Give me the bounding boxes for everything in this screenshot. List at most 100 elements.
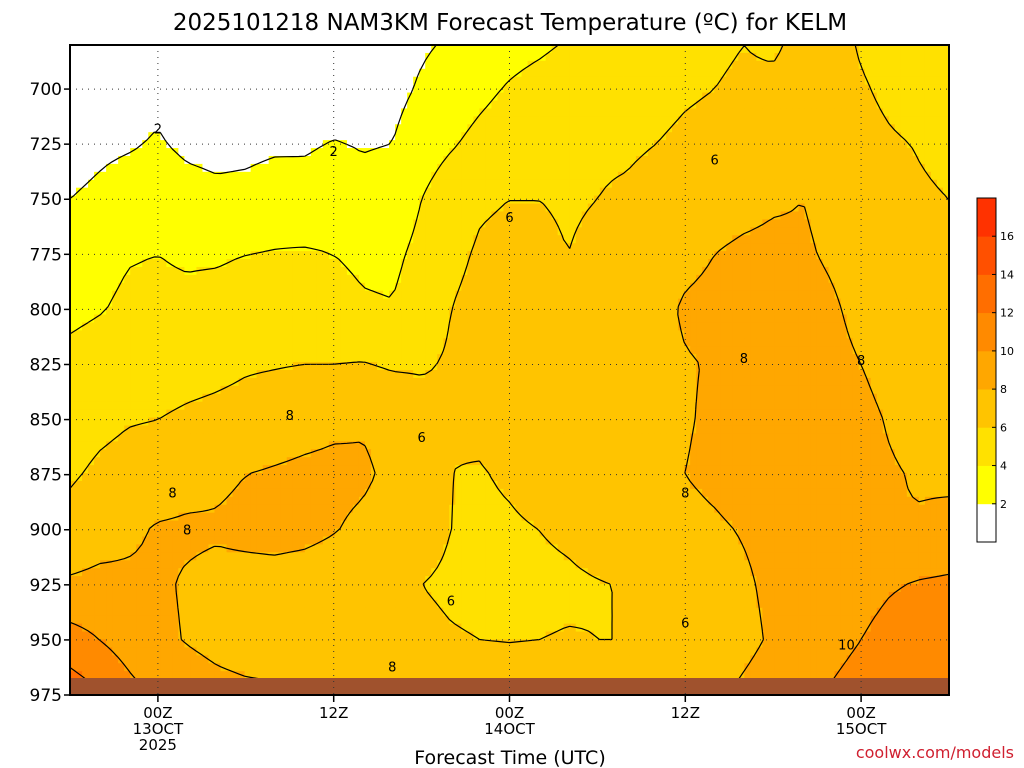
heatmap-cell <box>635 155 643 165</box>
heatmap-cell <box>822 259 830 268</box>
heatmap-cell <box>780 211 788 220</box>
heatmap-cell <box>798 235 806 244</box>
heatmap-cell <box>413 227 420 236</box>
heatmap-cell <box>172 282 179 292</box>
heatmap-cell <box>545 171 553 181</box>
heatmap-cell <box>509 163 517 173</box>
heatmap-cell <box>395 60 402 70</box>
heatmap-cell <box>702 227 709 236</box>
heatmap-cell <box>371 259 378 268</box>
heatmap-cell <box>720 132 727 141</box>
heatmap-cell <box>503 124 511 133</box>
heatmap-cell <box>100 227 107 236</box>
heatmap-cell <box>509 171 517 181</box>
heatmap-cell <box>407 60 414 70</box>
heatmap-cell <box>461 298 468 308</box>
heatmap-cell <box>232 235 240 244</box>
heatmap-cell <box>551 124 559 133</box>
heatmap-cell <box>250 298 258 308</box>
heatmap-cell <box>202 266 210 276</box>
heatmap-cell <box>738 290 745 300</box>
heatmap-cell <box>118 148 125 157</box>
heatmap-cell <box>443 298 450 308</box>
heatmap-cell <box>154 235 161 244</box>
heatmap-cell <box>172 203 179 213</box>
heatmap-cell <box>497 60 505 70</box>
heatmap-cell <box>768 243 775 252</box>
heatmap-cell <box>515 132 523 141</box>
heatmap-cell <box>94 235 101 244</box>
heatmap-cell <box>798 132 806 141</box>
heatmap-cell <box>328 60 336 70</box>
heatmap-cell <box>906 163 914 173</box>
heatmap-cell <box>124 163 131 173</box>
heatmap-cell <box>768 84 775 94</box>
heatmap-cell <box>190 124 198 133</box>
heatmap-cell <box>437 243 444 252</box>
heatmap-cell <box>587 243 595 252</box>
heatmap-cell <box>930 235 938 244</box>
heatmap-cell <box>936 235 944 244</box>
heatmap-cell <box>401 187 408 197</box>
heatmap-cell <box>100 76 107 86</box>
heatmap-cell <box>250 187 258 197</box>
heatmap-cell <box>708 219 715 228</box>
heatmap-cell <box>298 100 306 110</box>
heatmap-cell <box>936 227 944 236</box>
heatmap-cell <box>641 45 649 54</box>
heatmap-cell <box>780 243 788 252</box>
heatmap-cell <box>527 140 535 149</box>
heatmap-cell <box>220 76 228 86</box>
heatmap-cell <box>756 266 763 276</box>
heatmap-cell <box>371 100 378 110</box>
heatmap-cell <box>599 306 607 316</box>
heatmap-cell <box>846 155 854 165</box>
heatmap-cell <box>551 235 559 244</box>
heatmap-cell <box>906 282 914 292</box>
heatmap-cell <box>88 148 95 157</box>
heatmap-cell <box>792 163 800 173</box>
heatmap-cell <box>660 235 667 244</box>
heatmap-cell <box>292 290 300 300</box>
heatmap-cell <box>383 266 390 276</box>
heatmap-cell <box>244 140 252 149</box>
heatmap-cell <box>395 155 402 165</box>
heatmap-cell <box>94 116 101 125</box>
heatmap-cell <box>900 203 908 213</box>
heatmap-cell <box>70 171 77 181</box>
heatmap-cell <box>653 60 661 70</box>
heatmap-cell <box>196 92 204 102</box>
heatmap-cell <box>882 45 890 54</box>
heatmap-cell <box>798 187 806 197</box>
heatmap-cell <box>124 45 131 54</box>
heatmap-cell <box>792 116 800 125</box>
heatmap-cell <box>352 179 360 189</box>
heatmap-cell <box>870 148 878 157</box>
heatmap-cell <box>172 76 179 86</box>
heatmap-cell <box>250 45 258 54</box>
heatmap-cell <box>744 68 751 78</box>
heatmap-cell <box>238 132 246 141</box>
heatmap-cell <box>250 251 258 260</box>
heatmap-cell <box>924 132 932 141</box>
heatmap-cell <box>431 68 438 78</box>
heatmap-cell <box>906 179 914 189</box>
heatmap-cell <box>768 52 775 62</box>
heatmap-cell <box>292 211 300 220</box>
heatmap-cell <box>720 195 727 205</box>
heatmap-cell <box>906 100 914 110</box>
heatmap-cell <box>407 179 414 189</box>
heatmap-cell <box>76 140 83 149</box>
heatmap-cell <box>744 195 751 205</box>
heatmap-cell <box>365 203 372 213</box>
heatmap-cell <box>328 203 336 213</box>
heatmap-cell <box>310 140 318 149</box>
heatmap-cell <box>479 155 487 165</box>
heatmap-cell <box>840 282 848 292</box>
heatmap-cell <box>684 132 691 141</box>
heatmap-cell <box>647 92 655 102</box>
heatmap-cell <box>148 219 155 228</box>
heatmap-cell <box>106 45 113 54</box>
heatmap-cell <box>840 76 848 86</box>
heatmap-cell <box>816 171 824 181</box>
